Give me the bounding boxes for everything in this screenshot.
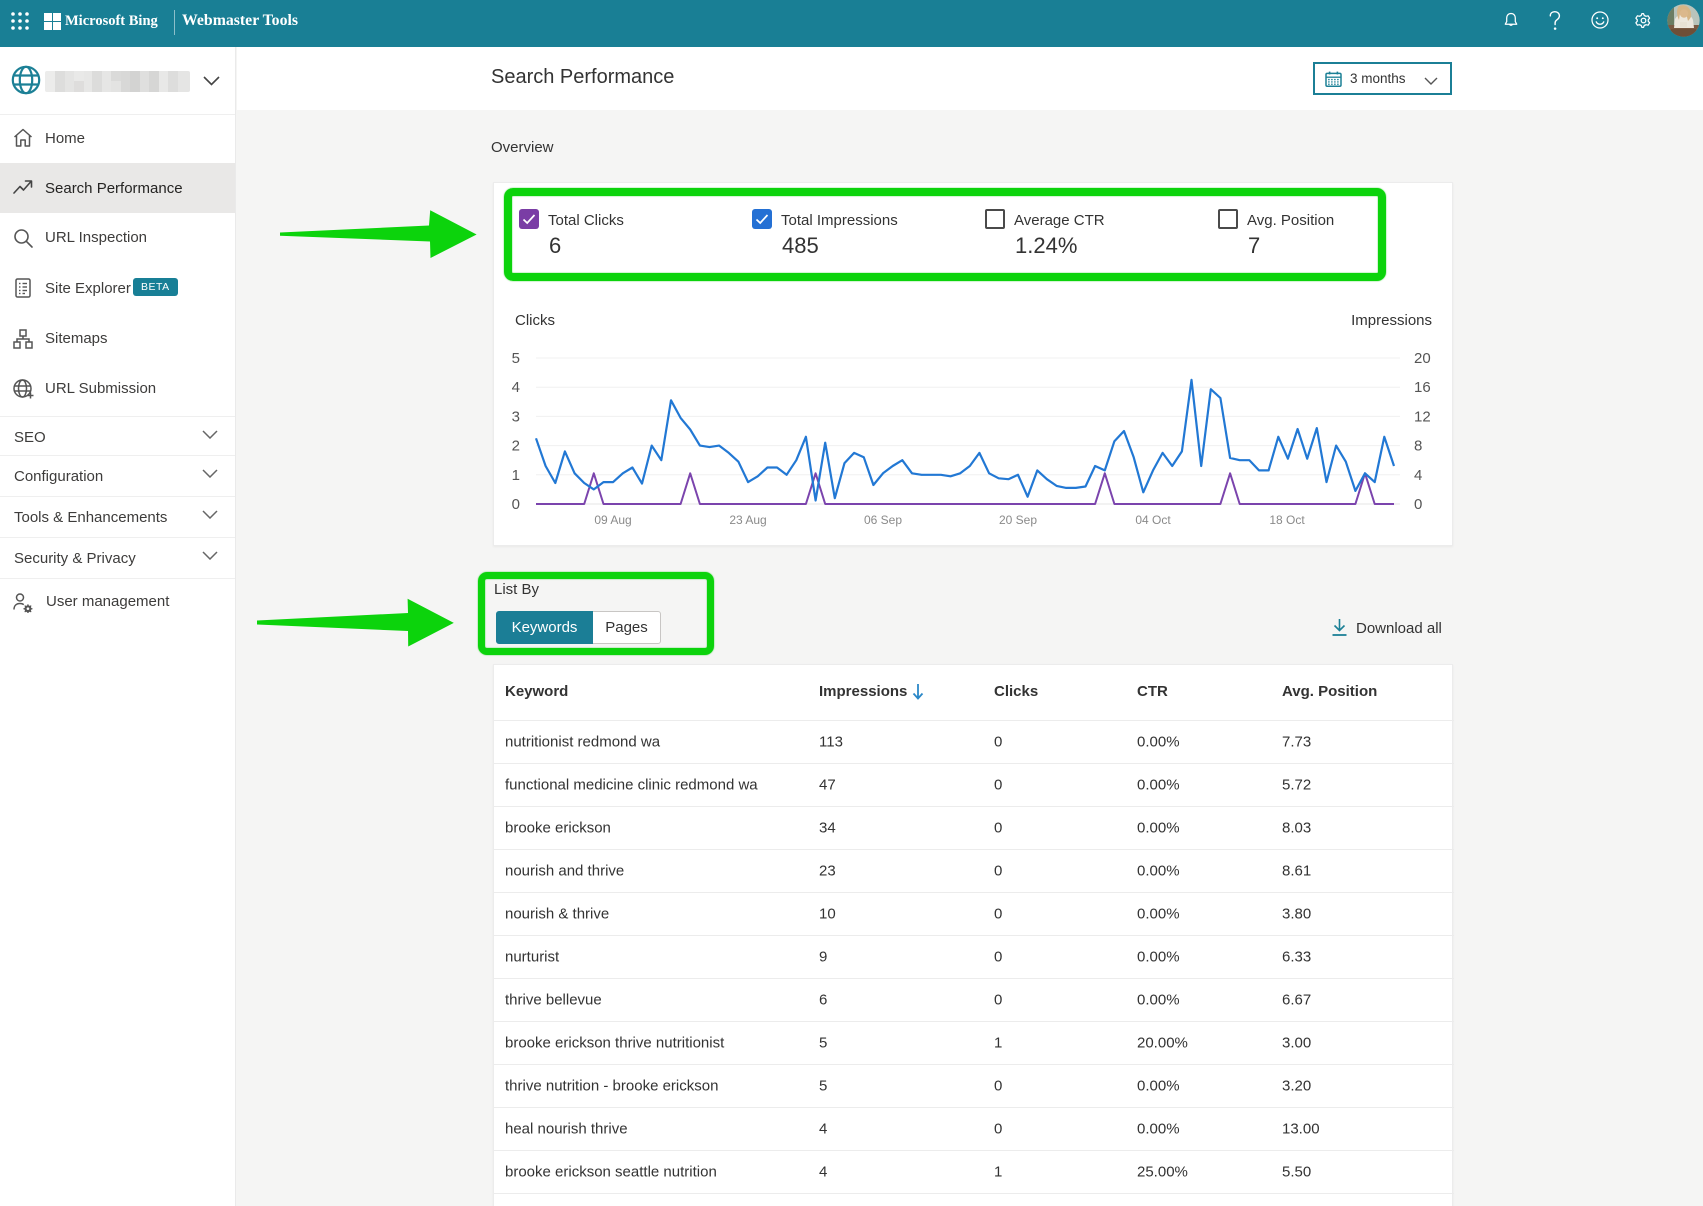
svg-text:8: 8 bbox=[1414, 438, 1422, 455]
svg-text:0: 0 bbox=[512, 496, 520, 513]
svg-text:4: 4 bbox=[1414, 467, 1422, 484]
svg-text:2: 2 bbox=[512, 438, 520, 455]
svg-text:Impressions: Impressions bbox=[1351, 312, 1432, 329]
svg-text:23 Aug: 23 Aug bbox=[729, 513, 766, 527]
svg-text:09 Aug: 09 Aug bbox=[594, 513, 631, 527]
svg-text:4: 4 bbox=[512, 379, 520, 396]
svg-text:3: 3 bbox=[512, 408, 520, 425]
svg-text:20 Sep: 20 Sep bbox=[999, 513, 1037, 527]
svg-text:1: 1 bbox=[512, 467, 520, 484]
svg-text:16: 16 bbox=[1414, 379, 1431, 396]
svg-text:5: 5 bbox=[512, 350, 520, 367]
svg-text:20: 20 bbox=[1414, 350, 1431, 367]
svg-text:12: 12 bbox=[1414, 408, 1431, 425]
svg-text:06 Sep: 06 Sep bbox=[864, 513, 902, 527]
svg-text:18 Oct: 18 Oct bbox=[1269, 513, 1305, 527]
svg-text:04 Oct: 04 Oct bbox=[1135, 513, 1171, 527]
svg-text:0: 0 bbox=[1414, 496, 1422, 513]
svg-text:Clicks: Clicks bbox=[515, 312, 555, 329]
